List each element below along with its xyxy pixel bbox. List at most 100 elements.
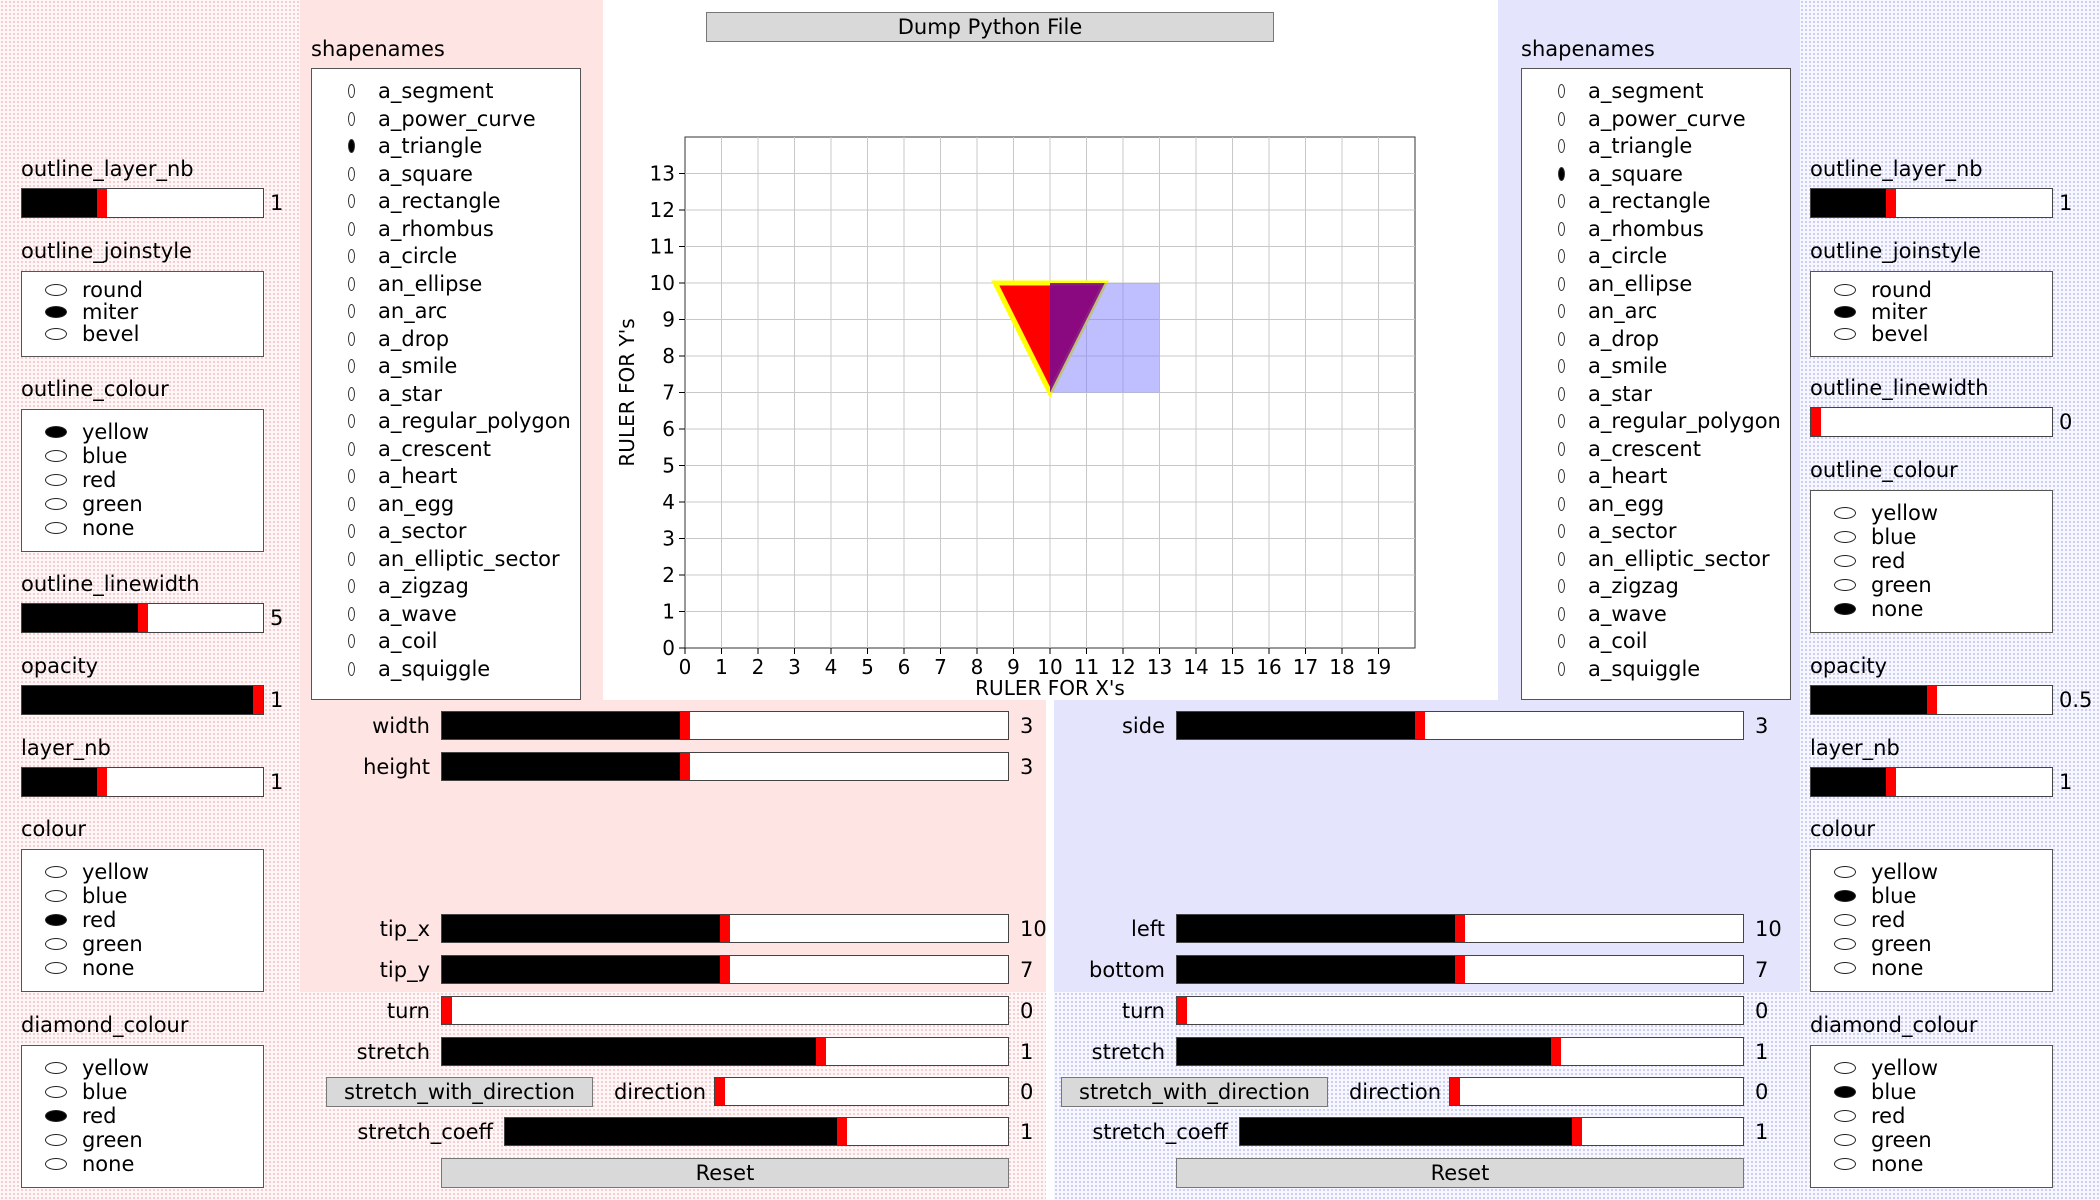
tip-y-slider[interactable]: [441, 955, 1009, 984]
width-slider[interactable]: [441, 711, 1009, 740]
outline-joinstyle-option-miter[interactable]: miter: [22, 300, 263, 324]
opacity-slider-knob[interactable]: [1926, 686, 1937, 714]
shape-option-a-triangle[interactable]: a_triangle: [1522, 133, 1790, 159]
outline-colour-option-red[interactable]: red: [22, 468, 263, 492]
colour-option-red[interactable]: red: [1811, 908, 2052, 932]
left-shapenames-list[interactable]: a_segment a_power_curve a_triangle a_square…: [311, 68, 581, 700]
right-shapenames-list[interactable]: a_segment a_power_curve a_triangle a_square…: [1521, 68, 1791, 700]
stretch-coeff-slider-knob[interactable]: [1572, 1118, 1582, 1145]
opacity-slider-knob[interactable]: [253, 686, 263, 714]
diamond-colour-option-blue[interactable]: blue: [1811, 1080, 2052, 1104]
shape-option-a-squiggle[interactable]: a_squiggle: [1522, 656, 1790, 682]
stretch-slider-knob[interactable]: [1551, 1038, 1562, 1065]
shape-option-a-rectangle[interactable]: a_rectangle: [1522, 188, 1790, 214]
outline-joinstyle-option-round[interactable]: round: [22, 278, 263, 302]
shape-option-a-power-curve[interactable]: a_power_curve: [312, 106, 580, 132]
shape-option-a-smile[interactable]: a_smile: [1522, 353, 1790, 379]
outline-colour-option-yellow[interactable]: yellow: [1811, 501, 2052, 525]
shape-option-a-regular-polygon[interactable]: a_regular_polygon: [312, 408, 580, 434]
shape-option-a-coil[interactable]: a_coil: [312, 628, 580, 654]
shape-option-a-crescent[interactable]: a_crescent: [1522, 436, 1790, 462]
shape-option-an-egg[interactable]: an_egg: [1522, 491, 1790, 517]
shape-option-a-circle[interactable]: a_circle: [1522, 243, 1790, 269]
turn-slider[interactable]: [1176, 996, 1744, 1025]
colour-option-blue[interactable]: blue: [22, 884, 263, 908]
reset-button[interactable]: Reset: [441, 1158, 1009, 1188]
colour-option-blue[interactable]: blue: [1811, 884, 2052, 908]
shape-option-a-circle[interactable]: a_circle: [312, 243, 580, 269]
diamond-colour-option-green[interactable]: green: [22, 1128, 263, 1152]
stretch-slider-knob[interactable]: [816, 1038, 827, 1065]
opacity-slider[interactable]: [21, 685, 264, 715]
turn-slider-knob[interactable]: [442, 997, 452, 1024]
tip-y-slider-knob[interactable]: [720, 956, 730, 983]
outline-joinstyle-option-miter[interactable]: miter: [1811, 300, 2052, 324]
shape-option-a-crescent[interactable]: a_crescent: [312, 436, 580, 462]
shape-option-a-regular-polygon[interactable]: a_regular_polygon: [1522, 408, 1790, 434]
opacity-slider[interactable]: [1810, 685, 2053, 715]
outline-linewidth-slider-knob[interactable]: [1811, 408, 1821, 436]
outline-colour-option-green[interactable]: green: [22, 492, 263, 516]
shape-option-an-arc[interactable]: an_arc: [1522, 298, 1790, 324]
shape-option-an-egg[interactable]: an_egg: [312, 491, 580, 517]
outline-layer-nb-slider-knob[interactable]: [1885, 189, 1896, 217]
colour-option-yellow[interactable]: yellow: [1811, 860, 2052, 884]
height-slider-knob[interactable]: [680, 753, 691, 780]
shape-option-a-triangle[interactable]: a_triangle: [312, 133, 580, 159]
colour-option-none[interactable]: none: [22, 956, 263, 980]
side-slider[interactable]: [1176, 711, 1744, 740]
outline-colour-option-red[interactable]: red: [1811, 549, 2052, 573]
shape-option-an-ellipse[interactable]: an_ellipse: [1522, 271, 1790, 297]
diamond-colour-option-green[interactable]: green: [1811, 1128, 2052, 1152]
colour-option-green[interactable]: green: [1811, 932, 2052, 956]
shape-option-a-zigzag[interactable]: a_zigzag: [312, 573, 580, 599]
outline-colour-option-blue[interactable]: blue: [1811, 525, 2052, 549]
outline-colour-option-green[interactable]: green: [1811, 573, 2052, 597]
shape-option-a-squiggle[interactable]: a_squiggle: [312, 656, 580, 682]
bottom-slider[interactable]: [1176, 955, 1744, 984]
height-slider[interactable]: [441, 752, 1009, 781]
tip-x-slider-knob[interactable]: [720, 915, 730, 942]
bottom-slider-knob[interactable]: [1455, 956, 1465, 983]
shape-option-an-elliptic-sector[interactable]: an_elliptic_sector: [312, 546, 580, 572]
shape-option-a-heart[interactable]: a_heart: [312, 463, 580, 489]
shape-option-a-zigzag[interactable]: a_zigzag: [1522, 573, 1790, 599]
outline-joinstyle-option-bevel[interactable]: bevel: [22, 322, 263, 346]
shape-option-a-sector[interactable]: a_sector: [1522, 518, 1790, 544]
stretch-coeff-slider-knob[interactable]: [837, 1118, 847, 1145]
turn-slider-knob[interactable]: [1177, 997, 1187, 1024]
shape-option-a-drop[interactable]: a_drop: [312, 326, 580, 352]
dump-python-file-button[interactable]: Dump Python File: [706, 12, 1274, 42]
direction-slider-knob[interactable]: [1450, 1078, 1460, 1105]
shape-option-a-sector[interactable]: a_sector: [312, 518, 580, 544]
direction-slider[interactable]: [1449, 1077, 1744, 1106]
left-slider-knob[interactable]: [1455, 915, 1465, 942]
shape-option-a-rhombus[interactable]: a_rhombus: [1522, 216, 1790, 242]
tip-x-slider[interactable]: [441, 914, 1009, 943]
shape-option-an-arc[interactable]: an_arc: [312, 298, 580, 324]
direction-slider[interactable]: [714, 1077, 1009, 1106]
left-slider[interactable]: [1176, 914, 1744, 943]
diamond-colour-option-red[interactable]: red: [22, 1104, 263, 1128]
outline-colour-option-yellow[interactable]: yellow: [22, 420, 263, 444]
stretch-slider[interactable]: [441, 1037, 1009, 1066]
layer-nb-slider-knob[interactable]: [1885, 768, 1896, 796]
shape-option-a-wave[interactable]: a_wave: [312, 601, 580, 627]
outline-colour-option-none[interactable]: none: [1811, 597, 2052, 621]
outline-linewidth-slider[interactable]: [1810, 407, 2053, 437]
shape-option-a-rectangle[interactable]: a_rectangle: [312, 188, 580, 214]
shape-option-a-wave[interactable]: a_wave: [1522, 601, 1790, 627]
outline-colour-option-blue[interactable]: blue: [22, 444, 263, 468]
diamond-colour-option-yellow[interactable]: yellow: [22, 1056, 263, 1080]
colour-option-yellow[interactable]: yellow: [22, 860, 263, 884]
diamond-colour-option-blue[interactable]: blue: [22, 1080, 263, 1104]
outline-layer-nb-slider[interactable]: [1810, 188, 2053, 218]
outline-linewidth-slider[interactable]: [21, 603, 264, 633]
layer-nb-slider[interactable]: [21, 767, 264, 797]
shape-option-a-segment[interactable]: a_segment: [1522, 78, 1790, 104]
reset-button[interactable]: Reset: [1176, 1158, 1744, 1188]
shape-option-a-star[interactable]: a_star: [312, 381, 580, 407]
shape-option-a-drop[interactable]: a_drop: [1522, 326, 1790, 352]
stretch-slider[interactable]: [1176, 1037, 1744, 1066]
outline-colour-option-none[interactable]: none: [22, 516, 263, 540]
